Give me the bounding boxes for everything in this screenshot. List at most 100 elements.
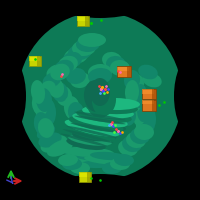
Ellipse shape xyxy=(70,162,90,174)
Ellipse shape xyxy=(133,84,147,108)
Ellipse shape xyxy=(66,68,86,84)
Ellipse shape xyxy=(66,153,126,167)
Ellipse shape xyxy=(140,106,156,134)
Ellipse shape xyxy=(38,132,62,148)
Ellipse shape xyxy=(116,100,132,124)
Ellipse shape xyxy=(47,139,73,157)
Ellipse shape xyxy=(64,150,120,162)
Bar xyxy=(87,172,91,182)
Ellipse shape xyxy=(74,112,126,120)
Ellipse shape xyxy=(67,126,117,138)
Ellipse shape xyxy=(118,140,138,156)
Ellipse shape xyxy=(58,154,78,166)
Ellipse shape xyxy=(136,110,152,138)
Ellipse shape xyxy=(48,78,64,98)
Ellipse shape xyxy=(106,56,126,72)
Bar xyxy=(152,89,156,99)
Ellipse shape xyxy=(61,123,115,141)
Ellipse shape xyxy=(88,115,132,125)
Ellipse shape xyxy=(34,112,50,136)
Ellipse shape xyxy=(72,131,116,141)
Ellipse shape xyxy=(129,88,143,112)
Ellipse shape xyxy=(158,154,200,198)
Ellipse shape xyxy=(110,158,130,170)
Ellipse shape xyxy=(64,96,80,120)
Ellipse shape xyxy=(137,94,151,122)
Ellipse shape xyxy=(102,162,122,174)
Bar xyxy=(117,66,131,77)
Ellipse shape xyxy=(36,102,52,130)
Ellipse shape xyxy=(88,64,112,80)
Ellipse shape xyxy=(46,64,66,80)
Ellipse shape xyxy=(32,92,48,116)
Bar xyxy=(79,172,91,182)
Ellipse shape xyxy=(68,116,124,132)
Ellipse shape xyxy=(86,82,114,118)
Ellipse shape xyxy=(62,52,82,68)
Bar xyxy=(79,172,90,176)
Bar xyxy=(77,16,88,21)
Ellipse shape xyxy=(18,12,182,180)
Ellipse shape xyxy=(41,135,67,153)
Ellipse shape xyxy=(102,52,122,68)
Ellipse shape xyxy=(142,73,162,87)
Ellipse shape xyxy=(50,64,70,80)
Ellipse shape xyxy=(37,125,55,139)
Ellipse shape xyxy=(68,44,92,60)
Ellipse shape xyxy=(90,78,110,106)
Ellipse shape xyxy=(84,119,128,129)
Ellipse shape xyxy=(94,111,134,121)
Ellipse shape xyxy=(65,119,119,137)
Ellipse shape xyxy=(78,160,122,168)
Ellipse shape xyxy=(114,154,134,166)
Bar xyxy=(37,56,41,66)
Ellipse shape xyxy=(68,134,112,146)
Ellipse shape xyxy=(40,81,56,95)
Ellipse shape xyxy=(50,0,150,18)
Ellipse shape xyxy=(72,40,96,56)
Ellipse shape xyxy=(56,86,72,106)
Ellipse shape xyxy=(76,36,100,52)
Ellipse shape xyxy=(125,80,139,104)
Ellipse shape xyxy=(70,72,90,88)
Ellipse shape xyxy=(54,60,74,76)
Bar xyxy=(142,89,156,99)
Ellipse shape xyxy=(122,136,142,152)
Ellipse shape xyxy=(52,82,68,102)
Ellipse shape xyxy=(76,109,132,123)
Ellipse shape xyxy=(78,123,126,133)
Ellipse shape xyxy=(70,123,122,133)
Bar xyxy=(127,66,131,77)
Ellipse shape xyxy=(66,138,106,150)
Ellipse shape xyxy=(86,102,138,114)
Bar xyxy=(152,100,156,110)
Ellipse shape xyxy=(31,80,45,104)
Ellipse shape xyxy=(72,113,128,127)
Ellipse shape xyxy=(174,56,200,136)
Ellipse shape xyxy=(0,0,42,38)
Ellipse shape xyxy=(92,98,140,110)
Ellipse shape xyxy=(36,88,52,112)
Bar xyxy=(29,56,40,61)
Bar xyxy=(142,89,154,94)
Ellipse shape xyxy=(38,118,54,138)
Ellipse shape xyxy=(138,65,158,79)
Ellipse shape xyxy=(158,0,200,38)
Bar xyxy=(142,100,154,104)
Ellipse shape xyxy=(61,134,107,146)
Ellipse shape xyxy=(0,56,26,136)
Ellipse shape xyxy=(58,56,78,72)
Ellipse shape xyxy=(68,102,84,122)
Ellipse shape xyxy=(134,124,154,140)
Ellipse shape xyxy=(74,127,122,137)
Bar xyxy=(85,16,89,26)
Ellipse shape xyxy=(90,152,126,160)
Ellipse shape xyxy=(64,48,88,64)
Ellipse shape xyxy=(130,128,150,144)
Ellipse shape xyxy=(128,74,144,94)
Bar xyxy=(117,67,129,71)
Ellipse shape xyxy=(43,72,61,88)
Ellipse shape xyxy=(40,98,56,126)
Bar xyxy=(29,56,41,66)
Ellipse shape xyxy=(92,84,116,116)
